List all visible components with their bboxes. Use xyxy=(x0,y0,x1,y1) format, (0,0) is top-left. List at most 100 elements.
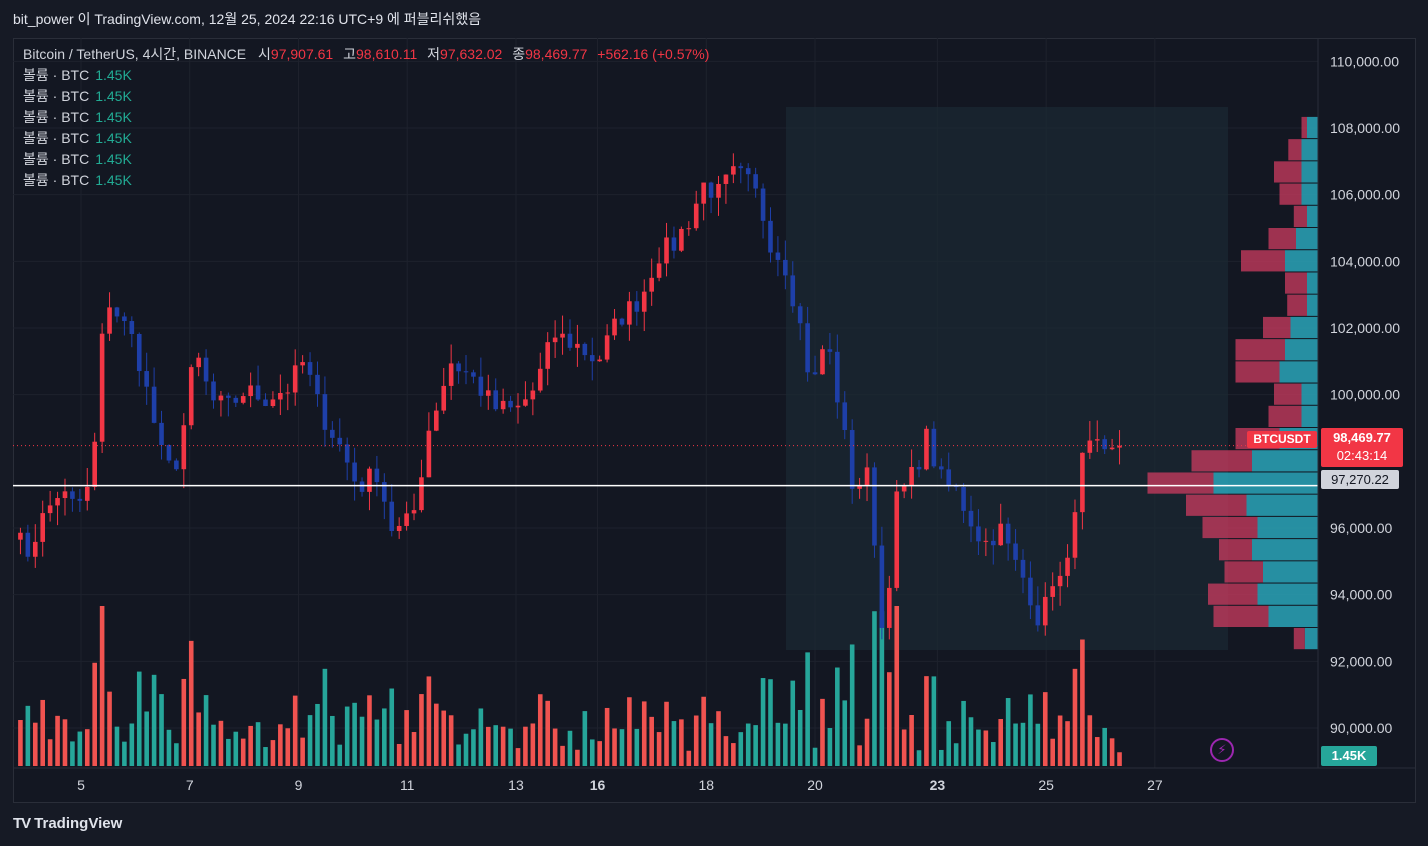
volume-bar xyxy=(946,721,952,766)
candle-body xyxy=(203,357,209,382)
candle xyxy=(1065,544,1070,588)
volume-value: 1.45K xyxy=(95,67,132,83)
candle xyxy=(887,575,892,640)
candle-body xyxy=(768,220,773,253)
x-tick-label: 27 xyxy=(1147,777,1163,793)
vp-up-bar xyxy=(1263,316,1291,339)
volume-bar xyxy=(107,691,112,766)
vp-up-bar xyxy=(1268,405,1302,427)
candle xyxy=(84,467,90,511)
candle-body xyxy=(248,385,253,397)
candle-body xyxy=(894,491,900,588)
candle xyxy=(448,344,454,400)
open-label: 시 xyxy=(258,46,271,62)
volume-bar xyxy=(894,606,900,766)
candle-body xyxy=(812,372,818,375)
volume-bar xyxy=(723,736,729,766)
candle xyxy=(560,315,565,355)
candle xyxy=(285,383,291,411)
candle xyxy=(315,361,320,407)
candle xyxy=(983,528,989,557)
candle-body xyxy=(18,532,23,540)
symbol-name[interactable]: Bitcoin / TetherUS, 4시간, BINANCE xyxy=(23,46,247,62)
candle-body xyxy=(419,477,424,511)
volume-bar xyxy=(99,606,105,766)
candle-body xyxy=(389,501,395,532)
candle-body xyxy=(560,333,565,338)
candle xyxy=(961,483,966,524)
candle-body xyxy=(857,485,862,489)
volume-label: 볼륨 · BTC xyxy=(23,67,90,83)
candle xyxy=(864,453,870,502)
volume-bars xyxy=(18,606,1122,766)
candle-body xyxy=(849,430,855,489)
candle-body xyxy=(931,428,937,467)
volume-bar xyxy=(419,694,424,766)
x-tick-label: 23 xyxy=(930,777,946,793)
candle-body xyxy=(188,367,194,426)
x-tick-label: 9 xyxy=(295,777,303,793)
vp-up-bar xyxy=(1202,516,1258,539)
candle-body xyxy=(485,390,491,396)
candle-body xyxy=(463,371,469,373)
candle xyxy=(1094,420,1100,452)
candle-body xyxy=(1087,440,1093,453)
candle-body xyxy=(976,526,981,542)
candle-body xyxy=(166,445,172,461)
candle-body xyxy=(196,357,201,368)
volume-bar xyxy=(40,699,46,766)
candle-body xyxy=(151,386,157,423)
volume-bar xyxy=(604,707,610,766)
y-tick-label: 92,000.00 xyxy=(1330,653,1392,669)
vp-up-bar xyxy=(1287,294,1307,316)
candle xyxy=(976,509,981,556)
candle-body xyxy=(114,307,120,317)
candle-body xyxy=(872,467,877,546)
candle xyxy=(278,374,283,416)
candle xyxy=(166,444,172,464)
candle-body xyxy=(1102,439,1107,450)
hline-price-badge: 97,270.22 xyxy=(1321,470,1399,489)
lightning-icon[interactable]: ⚡ xyxy=(1210,738,1234,762)
candle-body xyxy=(122,316,127,322)
candle xyxy=(1109,438,1115,451)
vp-down-bar xyxy=(1285,250,1318,272)
candle xyxy=(478,357,484,407)
candle-body xyxy=(805,323,810,373)
volume-bar xyxy=(337,744,343,766)
candle xyxy=(894,480,900,592)
volume-bar xyxy=(686,750,692,766)
candle xyxy=(671,226,677,259)
vp-down-bar xyxy=(1301,183,1318,205)
candle xyxy=(434,402,439,432)
candle-body xyxy=(753,174,758,189)
volume-bar xyxy=(827,728,833,766)
volume-bar xyxy=(983,730,989,766)
candle xyxy=(471,369,476,384)
candle-body xyxy=(716,183,721,198)
volume-legend-rows: 볼륨 · BTC 1.45K 볼륨 · BTC 1.45K 볼륨 · BTC 1.45K 볼… xyxy=(23,65,709,191)
vp-up-bar xyxy=(1147,472,1214,494)
y-tick-label: 100,000.00 xyxy=(1330,387,1400,403)
volume-bar xyxy=(664,701,669,766)
candle-body xyxy=(144,371,149,387)
volume-bar xyxy=(456,744,461,766)
candle xyxy=(567,319,573,351)
volume-bar xyxy=(382,708,387,766)
y-tick-label: 90,000.00 xyxy=(1330,720,1392,736)
candle xyxy=(359,477,365,497)
candle-body xyxy=(233,397,239,403)
candle xyxy=(835,334,840,419)
volume-bar xyxy=(1080,639,1085,766)
volume-bar xyxy=(1028,694,1033,766)
volume-bar xyxy=(641,701,647,766)
candle-body xyxy=(478,376,484,396)
candle-body xyxy=(775,252,781,260)
volume-bar xyxy=(114,726,120,766)
candle xyxy=(1072,499,1078,570)
volume-bar xyxy=(84,729,90,766)
volume-bar xyxy=(307,715,313,766)
vp-down-bar xyxy=(1301,161,1318,183)
candle xyxy=(619,317,625,327)
